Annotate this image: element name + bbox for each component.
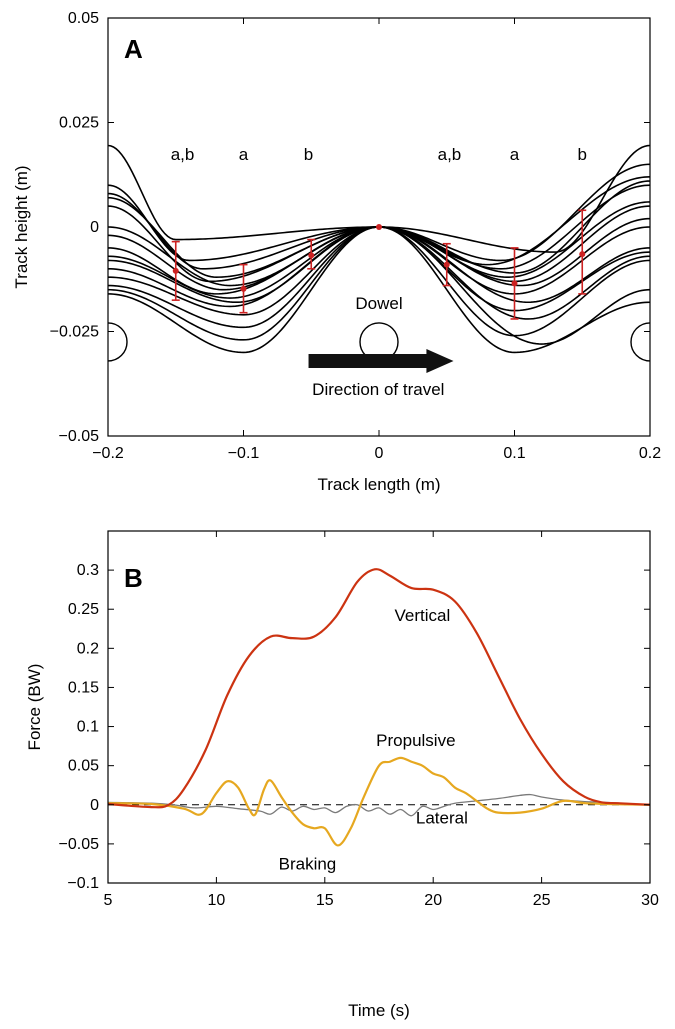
track-profile-line (108, 226, 650, 299)
direction-label: Direction of travel (312, 380, 444, 399)
significance-label: a,b (438, 145, 462, 164)
trace-annotation: Vertical (394, 606, 450, 625)
trace-annotation: Propulsive (376, 731, 455, 750)
y-tick-label: −0.1 (67, 875, 99, 892)
y-tick-label: 0 (90, 797, 99, 814)
mean-marker (511, 280, 518, 287)
track-profile-line (108, 201, 650, 287)
significance-label: b (304, 145, 313, 164)
axes-frame (107, 530, 651, 884)
mean-marker (172, 267, 179, 274)
panel-b-axes: 5 10 15 20 25 30 −0.1 −0.05 0 0.05 0.1 0.15 0.2 0.25 0… (59, 530, 659, 909)
panel-b-x-axis-label: Time (s) (348, 1001, 410, 1020)
track-profile-line (108, 226, 650, 337)
x-tick-label: −0.1 (228, 445, 260, 462)
y-tick-label: −0.025 (50, 324, 99, 341)
mean-marker (376, 224, 382, 230)
significance-label: a (239, 145, 249, 164)
x-tick-label: 10 (208, 892, 226, 909)
x-tick-label: 20 (424, 892, 442, 909)
dowel-circle (630, 322, 650, 362)
trace-annotation: Braking (279, 855, 337, 874)
series-propulsive-line (108, 756, 650, 847)
x-tick-label: 0.1 (503, 445, 525, 462)
dowel-label: Dowel (355, 294, 402, 313)
mean-marker (308, 252, 315, 259)
y-tick-label: 0.1 (77, 719, 99, 736)
y-tick-label: 0.3 (77, 562, 99, 579)
panel-a-label: A (124, 34, 143, 64)
y-tick-label: −0.05 (59, 428, 100, 445)
panel-b-plot-area (108, 568, 650, 847)
y-tick-label: 0.15 (68, 679, 99, 696)
x-tick-label: 15 (316, 892, 334, 909)
trace-annotation: Lateral (416, 809, 468, 828)
panel-a-plot-area (108, 144, 650, 362)
panel-a-axes: −0.2 −0.1 0 0.1 0.2 −0.05 −0.025 0 0.025 0.05 (50, 10, 662, 462)
panel-a-x-axis-label: Track length (m) (317, 475, 440, 494)
panel-a-track-profiles: A −0.2 −0.1 0 0.1 0.2 −0.05 −0.025 0 0.025 0.05 T… (12, 10, 662, 494)
x-tick-label: 0.2 (639, 445, 661, 462)
panel-b-y-axis-label: Force (BW) (25, 664, 44, 751)
track-profile-line (108, 184, 650, 278)
y-tick-label: −0.05 (59, 836, 100, 853)
x-tick-label: −0.2 (92, 445, 124, 462)
y-tick-label: 0.05 (68, 10, 99, 27)
panel-a-y-axis-label: Track height (m) (12, 165, 31, 288)
series-vertical-line (108, 568, 650, 809)
x-tick-label: 30 (641, 892, 659, 909)
direction-arrow (308, 349, 454, 373)
x-tick-label: 5 (104, 892, 113, 909)
panel-b-force-traces: B 5 10 15 20 25 30 −0.1 −0.05 0 0.05 0.1 0.15 0.2 0.2… (25, 530, 659, 1020)
significance-label: a,b (171, 145, 195, 164)
x-tick-label: 25 (533, 892, 551, 909)
y-tick-label: 0.05 (68, 758, 99, 775)
mean-marker (443, 261, 450, 268)
x-tick-label: 0 (375, 445, 384, 462)
mean-marker (240, 285, 247, 292)
dowel-circle (108, 322, 128, 362)
y-tick-label: 0.25 (68, 601, 99, 618)
significance-label: a (510, 145, 520, 164)
significance-label: b (578, 145, 587, 164)
y-tick-label: 0.2 (77, 640, 99, 657)
mean-marker (579, 251, 586, 258)
y-tick-label: 0 (90, 219, 99, 236)
y-tick-label: 0.025 (59, 115, 99, 132)
panel-b-label: B (124, 563, 143, 593)
